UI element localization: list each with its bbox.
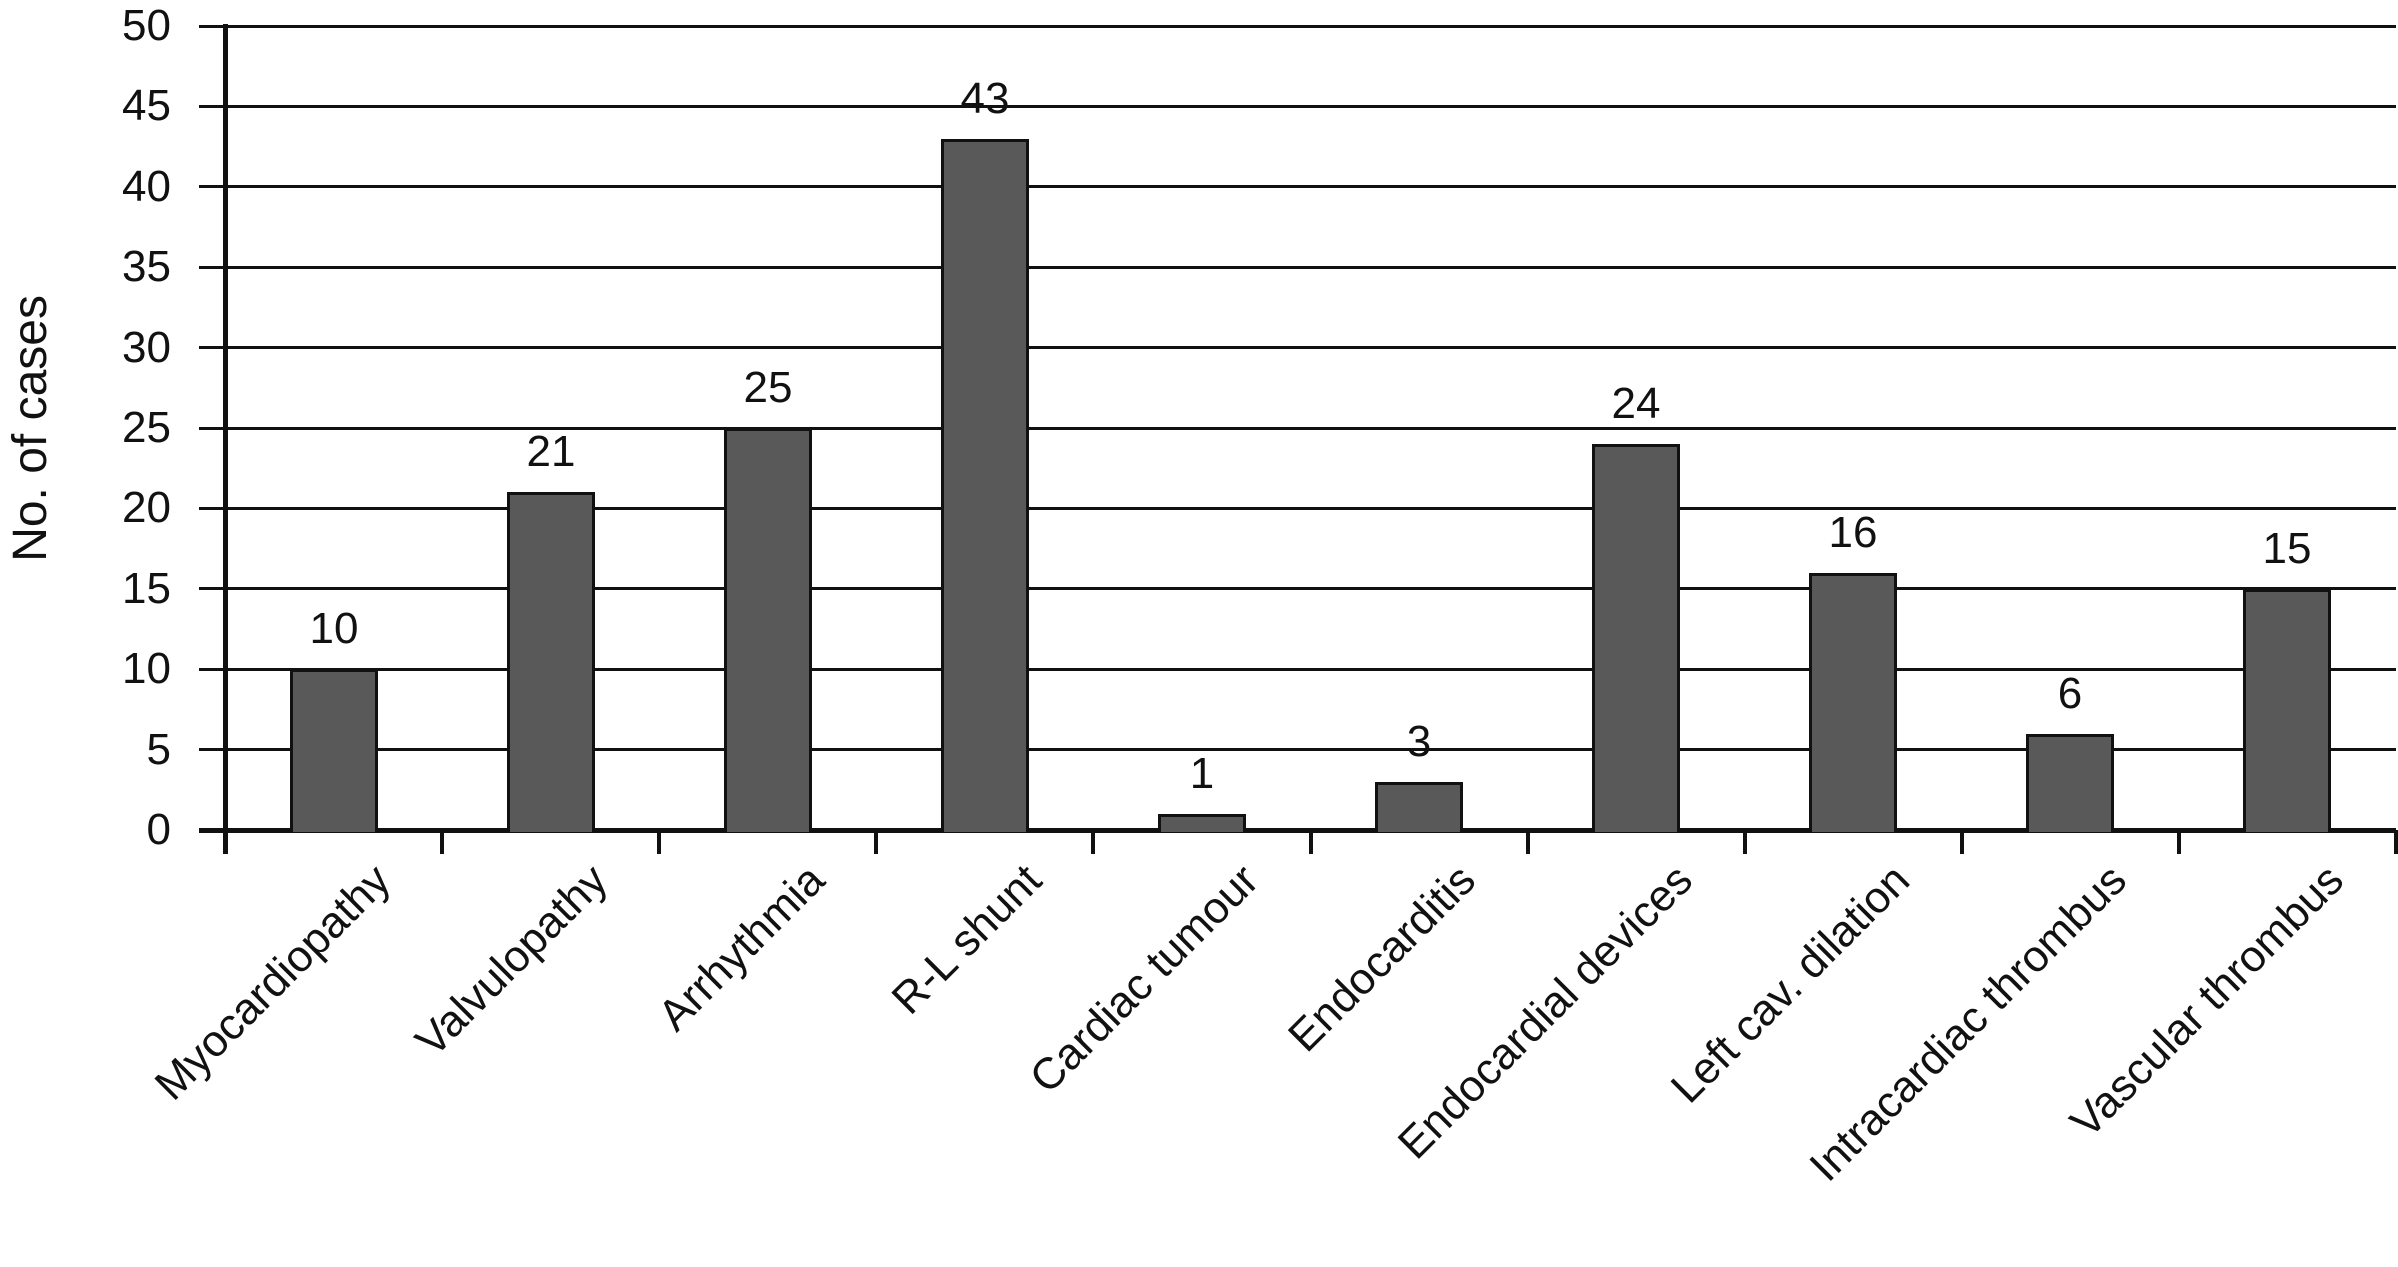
gridline <box>199 25 2396 28</box>
x-tick <box>440 830 444 854</box>
x-axis-line <box>199 828 2396 833</box>
gridline <box>199 668 2396 671</box>
x-tick <box>1960 830 1964 854</box>
x-tick <box>1091 830 1095 854</box>
gridline <box>199 748 2396 751</box>
bar-value-label: 24 <box>1611 379 1661 428</box>
bar-value-label: 15 <box>2262 524 2312 573</box>
bar <box>2026 734 2114 832</box>
bar-value-label: 43 <box>960 74 1010 123</box>
bar-value-label: 3 <box>1406 717 1432 766</box>
y-tick-label: 40 <box>122 162 171 211</box>
bar-value-label: 16 <box>1828 508 1878 557</box>
gridline <box>199 346 2396 349</box>
y-tick-label: 10 <box>122 644 171 693</box>
x-tick <box>2177 830 2181 854</box>
bar <box>507 492 595 832</box>
gridline <box>199 587 2396 590</box>
x-tick <box>657 830 661 854</box>
bar-value-label: 1 <box>1189 749 1215 798</box>
x-tick <box>1309 830 1313 854</box>
bar <box>724 428 812 832</box>
gridline <box>199 427 2396 430</box>
bar <box>1375 782 1463 832</box>
bar-value-label: 10 <box>309 604 359 653</box>
y-tick-label: 20 <box>122 483 171 532</box>
bar <box>1592 444 1680 832</box>
x-tick <box>874 830 878 854</box>
y-tick-label: 45 <box>122 81 171 130</box>
y-tick-label: 5 <box>146 725 171 774</box>
bar <box>2243 589 2331 832</box>
bar-value-label: 6 <box>2057 669 2083 718</box>
y-tick-label: 0 <box>146 805 171 854</box>
gridline <box>199 507 2396 510</box>
x-tick <box>1743 830 1747 854</box>
gridline <box>199 105 2396 108</box>
bar <box>290 669 378 832</box>
bar-value-label: 25 <box>743 363 793 412</box>
gridline <box>199 185 2396 188</box>
gridline <box>199 266 2396 269</box>
y-axis-line <box>223 24 228 854</box>
bar <box>941 139 1029 832</box>
bar <box>1158 814 1246 832</box>
x-tick <box>2394 830 2398 854</box>
y-tick-label: 35 <box>122 242 171 291</box>
y-tick-label: 30 <box>122 323 171 372</box>
y-tick-label: 50 <box>122 1 171 50</box>
bar <box>1809 573 1897 832</box>
category-label: Myocardiopathy <box>145 855 400 1110</box>
x-tick <box>1526 830 1530 854</box>
bar-value-label: 21 <box>526 427 576 476</box>
y-tick-label: 15 <box>122 564 171 613</box>
y-tick-label: 25 <box>122 403 171 452</box>
